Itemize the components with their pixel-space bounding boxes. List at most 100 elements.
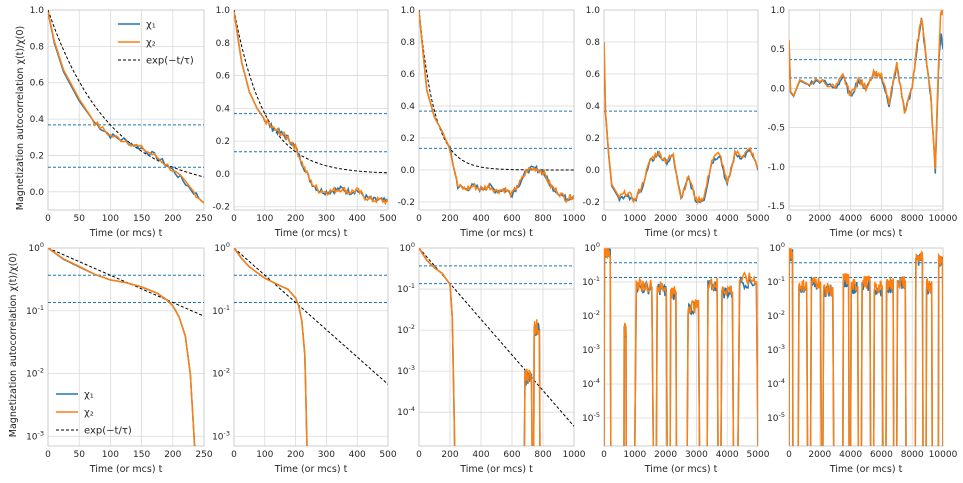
x-tick-label: 100: [102, 450, 119, 460]
y-tick-label: 10-3: [26, 429, 44, 442]
panel-4: 0 1000 2000 3000 4000 5000 -0.2 0.0 0.2 0.4 0.6 0.8…: [582, 6, 769, 239]
chi2-series-line: [419, 248, 456, 446]
x-tick-label: 150: [133, 214, 150, 224]
y-tick-exponent: -3: [224, 429, 230, 437]
chi2-series-line: [419, 11, 574, 203]
chi2-series-line: [809, 276, 823, 446]
y-tick-exponent: -4: [594, 377, 600, 385]
x-tick-label: 200: [164, 450, 181, 460]
x-tick-label: 10000: [929, 450, 958, 460]
legend-label-exp: exp(−t/τ): [146, 56, 194, 67]
chi2-series-line: [623, 322, 627, 446]
chi2-series-line: [872, 280, 884, 446]
x-tick-label: 0: [416, 450, 422, 460]
chi2-series-line: [737, 271, 758, 446]
x-tick-label: 0: [786, 450, 792, 460]
plot-content: [604, 248, 758, 446]
plot-content: [789, 248, 943, 446]
y-tick-label: -0.2: [582, 198, 600, 208]
y-tick-label: 0.0: [771, 84, 786, 94]
y-tick-label: 10-4: [767, 377, 785, 390]
exp-decay-line: [419, 248, 574, 427]
y-tick-label: 10-1: [767, 275, 785, 288]
x-tick-label: 1000: [623, 214, 646, 224]
y-tick-label: 0.6: [216, 72, 231, 82]
x-axis-label: Time (or mcs) t: [274, 464, 348, 475]
x-tick-label: 100: [256, 450, 273, 460]
y-tick-exponent: -2: [38, 367, 44, 375]
x-tick-label: 8000: [901, 214, 924, 224]
x-tick-label: 2000: [654, 450, 677, 460]
exp-decay-line: [419, 10, 574, 171]
chi2-series-line: [604, 41, 758, 206]
x-tick-label: 1000: [623, 450, 646, 460]
y-tick-label: 10-3: [582, 343, 600, 356]
plot-area: [234, 10, 388, 210]
x-axis-label: Time (or mcs) t: [89, 228, 163, 239]
x-tick-label: 100: [102, 214, 119, 224]
chi2-series-line: [937, 252, 943, 446]
chi2-series-line: [48, 11, 204, 204]
plot-content: [234, 10, 388, 206]
x-tick-label: 600: [503, 450, 520, 460]
x-tick-label: 4000: [839, 214, 862, 224]
x-tick-label: 0: [231, 450, 237, 460]
chi2-series-line: [604, 248, 612, 446]
panel-9: 0 1000 2000 3000 4000 500010-510-410-310-210-…: [582, 241, 770, 475]
x-tick-label: 100: [256, 214, 273, 224]
plot-frame: [418, 9, 575, 211]
plot-content: [419, 10, 574, 204]
y-tick-exponent: -2: [409, 323, 415, 331]
chi2-series-line: [849, 278, 860, 446]
plot-frame: [233, 9, 389, 211]
plot-content: [234, 248, 388, 446]
plot-frame: [47, 9, 205, 211]
y-tick-label: 10-1: [26, 304, 44, 317]
y-tick-label: 10-4: [582, 377, 600, 390]
y-tick-exponent: -2: [224, 367, 230, 375]
legend: χ₁ χ₂ exp(−t/τ): [56, 390, 132, 437]
y-tick-exponent: -1: [38, 304, 44, 312]
plot-frame: [788, 9, 944, 211]
x-tick-label: 0: [416, 214, 422, 224]
x-tick-label: 250: [195, 214, 212, 224]
x-tick-label: 1000: [563, 214, 586, 224]
legend-label-chi1: χ₁: [84, 390, 94, 401]
y-tick-label: 0.8: [401, 38, 416, 48]
y-tick-label: 1.0: [771, 6, 786, 16]
plot-area: [48, 10, 204, 210]
y-tick-label: 0.2: [216, 137, 230, 147]
y-tick-label: 0.0: [216, 170, 231, 180]
x-tick-label: 300: [318, 214, 335, 224]
x-tick-label: 0: [601, 214, 607, 224]
y-tick-label: 10-3: [212, 429, 230, 442]
x-tick-label: 3000: [685, 214, 708, 224]
y-tick-label: 0.6: [586, 70, 601, 80]
x-tick-label: 500: [379, 450, 396, 460]
y-tick-exponent: 0: [781, 241, 785, 249]
y-tick-label: 10-1: [582, 275, 600, 288]
y-tick-label: 1.0: [586, 6, 601, 16]
legend: χ₁ χ₂ exp(−t/τ): [118, 20, 194, 67]
x-tick-label: 2000: [808, 214, 831, 224]
y-tick-label: 0.2: [586, 134, 600, 144]
panel-3: 0 200 400 600 800 1000 -0.2 0.0 0.2 0.4 0.6 0.8 1.0 T…: [397, 6, 585, 239]
x-tick-label: 1000: [563, 450, 586, 460]
panel-5: 0 2000 4000 6000 8000 10000 -1.5 -1.0 -0.5 0.0 0.5…: [767, 6, 957, 239]
chi2-series-line: [634, 277, 655, 446]
chi1-series-line: [655, 283, 668, 446]
y-tick-label: 10-4: [397, 405, 415, 418]
plot-content: [789, 10, 943, 174]
chi2-series-line: [669, 286, 678, 446]
x-tick-label: 4000: [716, 214, 739, 224]
y-tick-exponent: 0: [596, 241, 600, 249]
y-tick-label: 10-2: [767, 309, 785, 322]
y-tick-label: 10-5: [767, 411, 785, 424]
panel-1: 0 50 100 150 200 250 0.0 0.2 0.4 0.6 0.8 1.0 Time (o…: [30, 6, 213, 239]
x-tick-label: 8000: [901, 450, 924, 460]
x-tick-label: 800: [534, 214, 551, 224]
chi2-series-line: [234, 248, 308, 446]
x-axis-label: Time (or mcs) t: [89, 464, 163, 475]
x-axis-label: Time (or mcs) t: [829, 228, 903, 239]
x-tick-label: 500: [379, 214, 396, 224]
